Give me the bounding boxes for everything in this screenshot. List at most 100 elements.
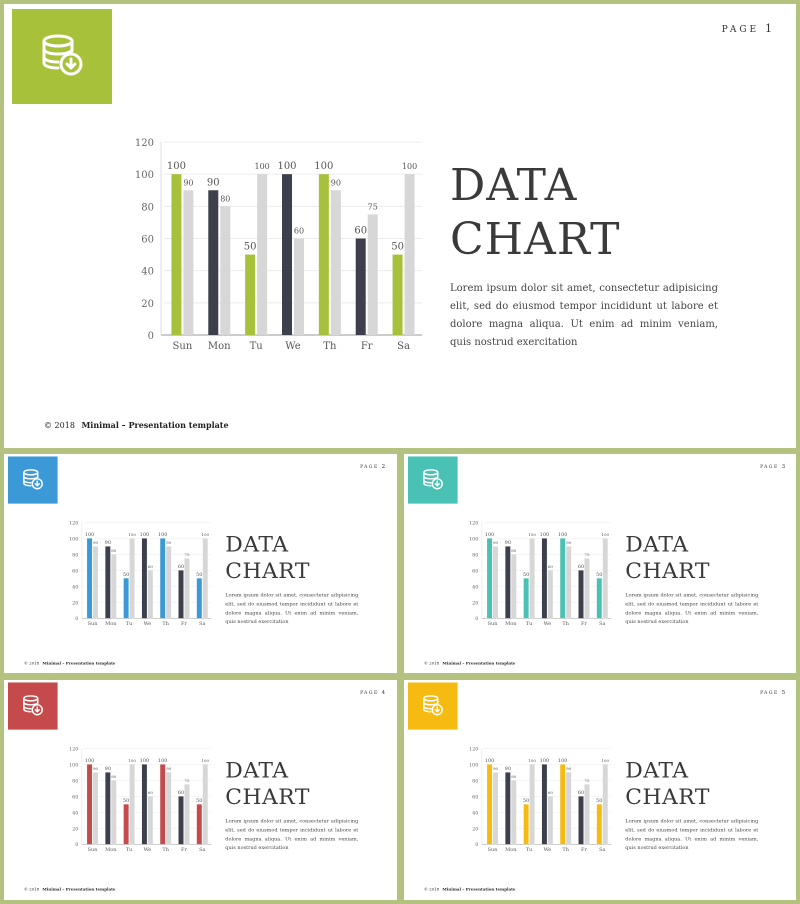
x-tick-label: Sa	[199, 621, 205, 627]
footer-brand: Minimal – Presentation template	[81, 420, 229, 430]
x-tick-label: Fr	[361, 341, 373, 352]
page-text: PAGE	[360, 464, 379, 470]
y-tick-label: 20	[472, 826, 478, 832]
bar-value-label: 75	[184, 778, 190, 783]
bar	[123, 804, 129, 845]
x-tick-label: Fr	[581, 847, 587, 853]
footer-brand: Minimal – Presentation template	[442, 660, 516, 666]
y-tick-label: 0	[475, 842, 478, 848]
bar	[245, 254, 256, 335]
bar	[171, 174, 182, 335]
bar-value-label: 100	[485, 532, 494, 538]
bar	[183, 190, 194, 335]
bar-value-label: 90	[166, 766, 172, 771]
bar	[578, 796, 584, 845]
bar	[178, 570, 184, 619]
slide-4[interactable]: PAGE 4 0 20 40 60 80 100 120 100 90 Sun 90 80 Mon 50 1…	[4, 680, 397, 900]
bar	[541, 764, 547, 845]
bar	[578, 570, 584, 619]
bar	[282, 174, 292, 335]
bar	[547, 570, 553, 619]
database-download-icon	[421, 693, 445, 719]
x-tick-label: Th	[562, 621, 569, 627]
bar-value-label: 100	[528, 532, 536, 537]
slide-content: PAGE 2 0 20 40 60 80 100 120 100 90 Sun 90 80 Mon 50 1…	[4, 454, 397, 673]
database-download-icon	[38, 31, 86, 83]
bar-value-label: 60	[578, 564, 584, 570]
y-tick-label: 0	[75, 616, 78, 622]
page-number: 3	[781, 462, 786, 470]
y-tick-label: 20	[72, 826, 78, 832]
bar-value-label: 50	[523, 798, 529, 804]
bar	[392, 254, 403, 335]
x-tick-label: Mon	[105, 847, 117, 853]
y-tick-label: 80	[141, 202, 154, 213]
bar-value-label: 80	[511, 774, 517, 779]
chart-title-line-2: CHART	[225, 784, 310, 810]
y-tick-label: 120	[469, 746, 478, 752]
bar	[367, 214, 378, 335]
bar-value-label: 60	[354, 226, 367, 237]
slide-1[interactable]: PAGE 1 0 20 40 60 80 100 120 100 90 Sun 90 80 Mon 50 1…	[4, 4, 796, 448]
bar-value-label: 50	[196, 572, 202, 578]
bar-value-label: 80	[111, 548, 117, 553]
x-tick-label: Sa	[599, 621, 605, 627]
x-tick-label: Th	[162, 621, 169, 627]
bar-value-label: 50	[123, 572, 129, 578]
y-tick-label: 0	[148, 331, 154, 342]
bar-value-label: 90	[566, 766, 572, 771]
y-tick-label: 120	[69, 746, 78, 752]
bar-value-label: 60	[548, 564, 554, 569]
y-tick-label: 60	[72, 568, 78, 574]
bar	[208, 190, 219, 335]
slide-3[interactable]: PAGE 3 0 20 40 60 80 100 120 100 90 Sun 90 80 Mon 50 1…	[404, 454, 796, 673]
y-tick-label: 100	[69, 536, 78, 542]
chart-grid	[83, 748, 212, 829]
y-tick-label: 100	[469, 762, 478, 768]
bar	[220, 206, 231, 335]
bar	[141, 538, 147, 619]
page-number: 2	[381, 462, 386, 470]
page-text: PAGE	[760, 690, 779, 696]
y-tick-label: 20	[72, 600, 78, 606]
x-tick-label: Sun	[488, 621, 499, 627]
bar-value-label: 75	[184, 552, 190, 557]
bar	[523, 578, 529, 619]
bar-value-label: 80	[220, 194, 230, 203]
slide-content: PAGE 1 0 20 40 60 80 100 120 100 90 Sun 90 80 Mon 50 1…	[4, 4, 796, 448]
bar-chart: 02040608010012010090Sun9080Mon50100Tu100…	[69, 520, 212, 627]
x-tick-label: We	[544, 847, 552, 853]
bar	[147, 796, 153, 845]
bar-value-label: 90	[493, 540, 499, 545]
bar-value-label: 50	[391, 242, 404, 253]
footer: © 2018 Minimal – Presentation template	[424, 660, 516, 665]
x-tick-label: Th	[323, 341, 337, 352]
bar	[487, 764, 493, 845]
bar-value-label: 60	[294, 227, 304, 236]
y-tick-label: 0	[475, 616, 478, 622]
x-tick-label: Sun	[488, 847, 499, 853]
bar	[160, 764, 166, 845]
slide-2[interactable]: PAGE 2 0 20 40 60 80 100 120 100 90 Sun 90 80 Mon 50 1…	[4, 454, 397, 673]
chart-title-line-2: CHART	[625, 558, 710, 584]
bar-value-label: 90	[331, 178, 341, 187]
page-number: 4	[381, 688, 386, 696]
bar-value-label: 80	[511, 548, 517, 553]
x-tick-label: Mon	[505, 847, 517, 853]
bar-value-label: 100	[158, 758, 167, 764]
bar-value-label: 60	[548, 790, 554, 795]
y-tick-label: 80	[72, 552, 78, 558]
bar-value-label: 100	[85, 758, 94, 764]
y-tick-label: 0	[75, 842, 78, 848]
x-tick-label: Mon	[208, 341, 231, 352]
slide-5[interactable]: PAGE 5 0 20 40 60 80 100 120 100 90 Sun 90 80 Mon 50 1…	[404, 680, 796, 900]
footer-copyright: © 2018	[423, 886, 440, 892]
y-tick-label: 100	[469, 536, 478, 542]
bar-value-label: 90	[183, 178, 193, 187]
bar-value-label: 90	[93, 540, 99, 545]
y-tick-label: 40	[72, 810, 78, 816]
x-tick-label: Sun	[173, 341, 193, 352]
y-tick-label: 120	[69, 520, 78, 526]
x-tick-label: Th	[162, 847, 169, 853]
bar-value-label: 50	[596, 572, 602, 578]
